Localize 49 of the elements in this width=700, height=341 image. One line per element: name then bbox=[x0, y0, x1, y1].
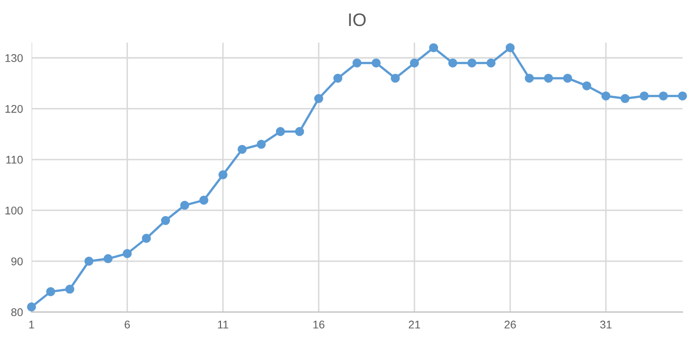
point bbox=[506, 43, 515, 52]
point bbox=[544, 74, 553, 83]
point bbox=[467, 58, 476, 68]
point bbox=[238, 144, 247, 154]
point bbox=[333, 74, 342, 83]
point bbox=[180, 200, 190, 210]
point bbox=[161, 216, 170, 226]
point bbox=[640, 91, 649, 101]
point bbox=[372, 58, 381, 68]
point bbox=[26, 302, 36, 312]
point bbox=[524, 74, 534, 83]
point bbox=[620, 94, 630, 104]
point bbox=[276, 127, 285, 136]
point bbox=[658, 91, 668, 101]
x-tick-label: 31 bbox=[600, 320, 612, 329]
point bbox=[84, 256, 94, 266]
point bbox=[104, 254, 113, 264]
point bbox=[142, 234, 151, 243]
y-tick-label: 80 bbox=[11, 308, 23, 316]
point bbox=[199, 196, 208, 205]
x-tick-label: 26 bbox=[504, 320, 516, 329]
point bbox=[582, 81, 592, 90]
point bbox=[256, 140, 266, 149]
x-tick-label: 21 bbox=[408, 320, 420, 328]
point bbox=[448, 58, 458, 68]
x-tick-label: 16 bbox=[313, 320, 324, 329]
point bbox=[429, 43, 438, 52]
point bbox=[563, 74, 572, 83]
x-tick-label: 11 bbox=[218, 320, 228, 328]
point bbox=[601, 91, 610, 101]
point bbox=[295, 127, 304, 136]
y-tick-label: 100 bbox=[5, 206, 23, 214]
point bbox=[390, 74, 400, 83]
y-tick-label: 90 bbox=[11, 257, 23, 266]
x-tick-label: 1 bbox=[29, 320, 34, 328]
point bbox=[122, 249, 132, 258]
x-tick-label: 6 bbox=[124, 320, 130, 329]
point bbox=[314, 94, 324, 104]
y-tick-label: 110 bbox=[6, 156, 23, 164]
y-tick-label: 130 bbox=[5, 54, 23, 62]
point bbox=[65, 284, 74, 294]
chart-title: IO bbox=[349, 13, 366, 26]
point bbox=[486, 58, 496, 68]
point bbox=[218, 170, 228, 180]
point bbox=[352, 58, 362, 68]
point bbox=[46, 287, 56, 296]
point bbox=[678, 91, 688, 101]
y-tick-label: 120 bbox=[5, 104, 23, 113]
point bbox=[410, 58, 419, 68]
